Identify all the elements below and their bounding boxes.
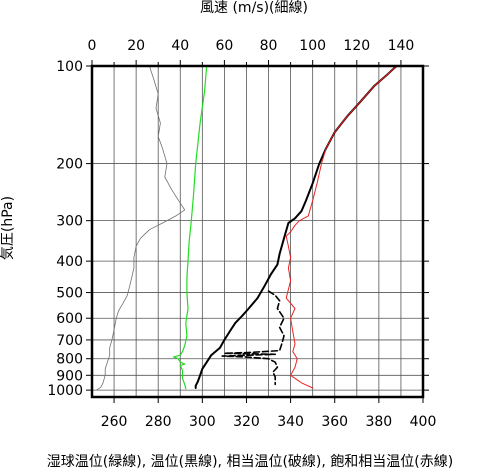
top-tick-label: 100 [299,38,326,54]
bottom-tick-label: 340 [277,414,304,430]
chart-caption: 湿球温位(緑線), 温位(黒線), 相当温位(破線), 飽和相当温位(赤線) [47,453,453,470]
top-tick-label: 120 [343,38,370,54]
top-tick-label: 60 [215,38,233,54]
series-line-wind-speed [96,65,186,391]
pressure-tick-label: 600 [56,311,83,327]
top-tick-label: 40 [171,38,189,54]
bottom-tick-label: 300 [189,414,216,430]
series-layer [96,65,398,391]
pressure-tick-label: 400 [56,254,83,270]
bottom-tick-label: 280 [145,414,172,430]
pressure-tick-label: 100 [56,59,83,75]
bottom-tick-label: 260 [101,414,128,430]
pressure-tick-label: 800 [56,352,83,368]
series-line-saturated-equivalent-potential-temperature [285,65,397,389]
top-tick-label: 0 [88,38,97,54]
top-tick-label: 20 [127,38,145,54]
left-axis-title: 気圧(hPa) [0,196,16,260]
ticks: 0 20 40 60 80 100 120 140 260 280 300 320 340 360 380 4… [47,38,436,430]
pressure-tick-label: 300 [56,214,83,230]
series-line-wet-bulb-potential-temperature [173,65,208,390]
top-tick-label: 140 [388,38,415,54]
bottom-tick-label: 360 [321,414,348,430]
pressure-tick-label: 1000 [47,383,83,399]
bottom-tick-label: 380 [365,414,392,430]
bottom-tick-label: 400 [410,414,437,430]
top-axis-title: 風速 (m/s)(細線) [200,0,308,16]
pressure-tick-label: 500 [56,286,83,302]
grid [91,65,423,397]
bottom-tick-label: 320 [233,414,260,430]
series-line-equivalent-potential-temperature [221,290,285,386]
pressure-tick-label: 900 [56,368,83,384]
pressure-tick-label: 200 [56,157,83,173]
plot-frame [90,64,425,399]
top-tick-label: 80 [260,38,278,54]
pressure-tick-label: 700 [56,333,83,349]
